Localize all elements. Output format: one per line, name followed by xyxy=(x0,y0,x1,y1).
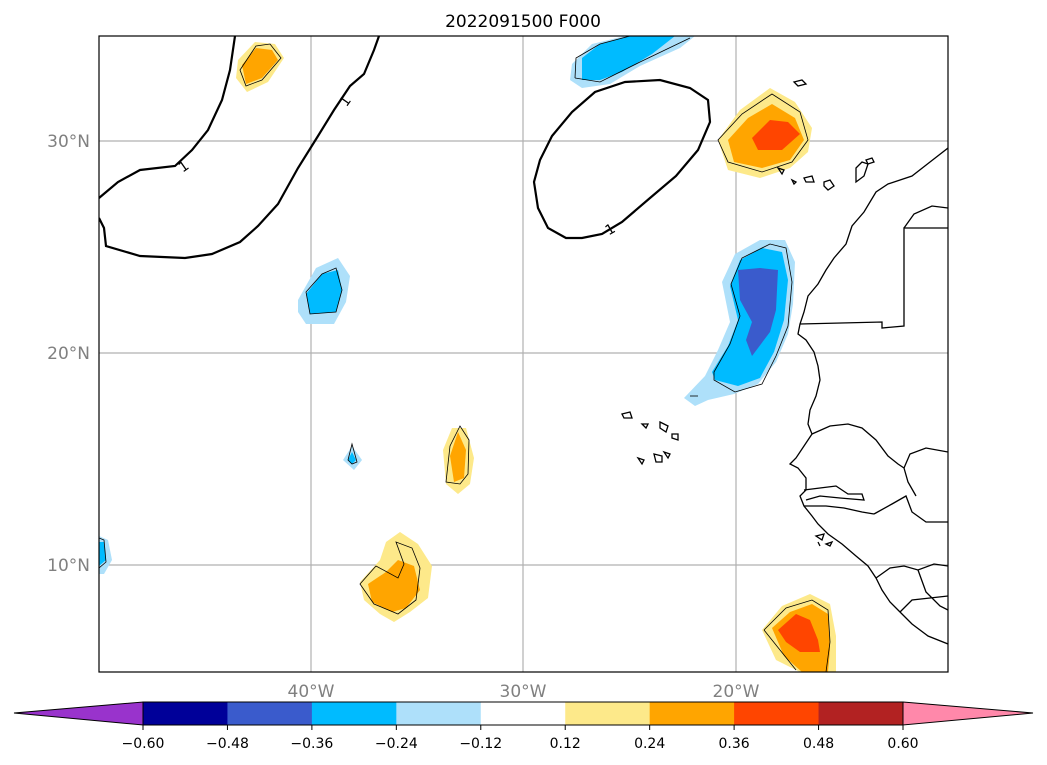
canaries-5 xyxy=(790,178,798,186)
border-guinea xyxy=(873,495,948,523)
capeverde-1 xyxy=(621,411,633,419)
colorbar: −0.60 −0.48 −0.36 −0.24 −0.12 0.12 0.24 0.36 0.4… xyxy=(13,701,1034,752)
border-guinea-bissau xyxy=(804,505,875,515)
anomaly-negative-speck xyxy=(343,442,362,470)
anomaly-fields xyxy=(99,36,836,672)
bissagos xyxy=(814,533,834,547)
colorbar-bin xyxy=(396,702,482,725)
anomaly-positive-south xyxy=(359,532,432,622)
lon-labels: 40°W 30°W 20°W xyxy=(288,682,760,702)
colorbar-bin xyxy=(818,702,904,725)
anomaly-positive-narrow xyxy=(443,425,474,494)
colorbar-tick-label: 0.12 xyxy=(550,736,581,752)
border-gambia xyxy=(803,485,865,501)
capeverde-5 xyxy=(636,456,645,466)
colorbar-bin xyxy=(143,702,228,725)
border-morocco xyxy=(903,205,948,229)
border-mali xyxy=(903,447,948,469)
border-interior-1 xyxy=(903,467,917,497)
anomaly-negative-east xyxy=(684,240,795,406)
colorbar-tick-label: −0.24 xyxy=(375,736,418,752)
madeira-2 xyxy=(776,166,785,176)
border-mauritania-north xyxy=(799,227,948,329)
canaries-3 xyxy=(823,179,835,191)
capeverde-2 xyxy=(640,423,650,430)
border-interior-2 xyxy=(917,569,948,611)
map-frame xyxy=(98,35,949,673)
colorbar-tick-label: −0.60 xyxy=(122,736,165,752)
colorbar-bin xyxy=(480,702,566,725)
colorbar-bin xyxy=(311,702,397,725)
border-liberia xyxy=(899,595,948,613)
border-mauritania-senegal xyxy=(811,423,905,469)
capeverde-3 xyxy=(659,420,669,434)
colorbar-bin xyxy=(565,702,651,725)
map-title: 2022091500 F000 xyxy=(445,12,601,32)
lat-label-30n: 30°N xyxy=(47,132,90,152)
canaries-1 xyxy=(855,161,869,184)
africa-coastline xyxy=(788,147,948,645)
contour-lines xyxy=(99,36,712,260)
colorbar-bin xyxy=(227,702,313,725)
colorbar-bins xyxy=(143,702,904,725)
anomaly-negative-west xyxy=(298,258,350,324)
anomaly-negative-west-edge xyxy=(99,536,112,574)
lon-label-40w: 40°W xyxy=(288,682,335,702)
capeverde-7 xyxy=(662,450,671,460)
colorbar-bin xyxy=(734,702,820,725)
contour-west xyxy=(99,36,237,199)
canaries-2 xyxy=(865,157,875,165)
canaries-4 xyxy=(803,175,815,183)
borders xyxy=(799,205,948,613)
contour-west-lower xyxy=(99,36,381,260)
border-sierra-leone xyxy=(875,563,948,579)
lon-label-30w: 30°W xyxy=(500,682,547,702)
capeverde-6 xyxy=(653,453,663,463)
colorbar-tick-label: 0.24 xyxy=(634,736,665,752)
colorbar-tick-label: 0.60 xyxy=(887,736,918,752)
anomaly-negative-north xyxy=(570,36,695,88)
anomaly-positive-nw xyxy=(236,42,284,92)
colorbar-under-arrow xyxy=(13,701,144,726)
anomaly-positive-sw-africa xyxy=(762,594,836,672)
colorbar-tick-label: −0.12 xyxy=(459,736,502,752)
anomaly-positive-canaries xyxy=(717,88,812,178)
contour-central-ring xyxy=(532,78,712,240)
colorbar-bin xyxy=(649,702,735,725)
capeverde-4 xyxy=(671,433,679,441)
lat-label-10n: 10°N xyxy=(47,556,90,576)
colorbar-frame xyxy=(142,701,904,726)
coastlines xyxy=(621,79,948,645)
lat-label-20n: 20°N xyxy=(47,344,90,364)
lon-label-20w: 20°W xyxy=(713,682,760,702)
colorbar-tick-label: 0.36 xyxy=(719,736,750,752)
colorbar-over-arrow xyxy=(902,701,1034,726)
colorbar-ticks: −0.60 −0.48 −0.36 −0.24 −0.12 0.12 0.24 0.36 0.4… xyxy=(122,725,919,752)
colorbar-tick-label: 0.48 xyxy=(803,736,834,752)
colorbar-tick-label: −0.48 xyxy=(206,736,249,752)
lat-labels: 30°N 20°N 10°N xyxy=(47,132,90,576)
madeira xyxy=(792,79,808,87)
colorbar-tick-label: −0.36 xyxy=(290,736,333,752)
